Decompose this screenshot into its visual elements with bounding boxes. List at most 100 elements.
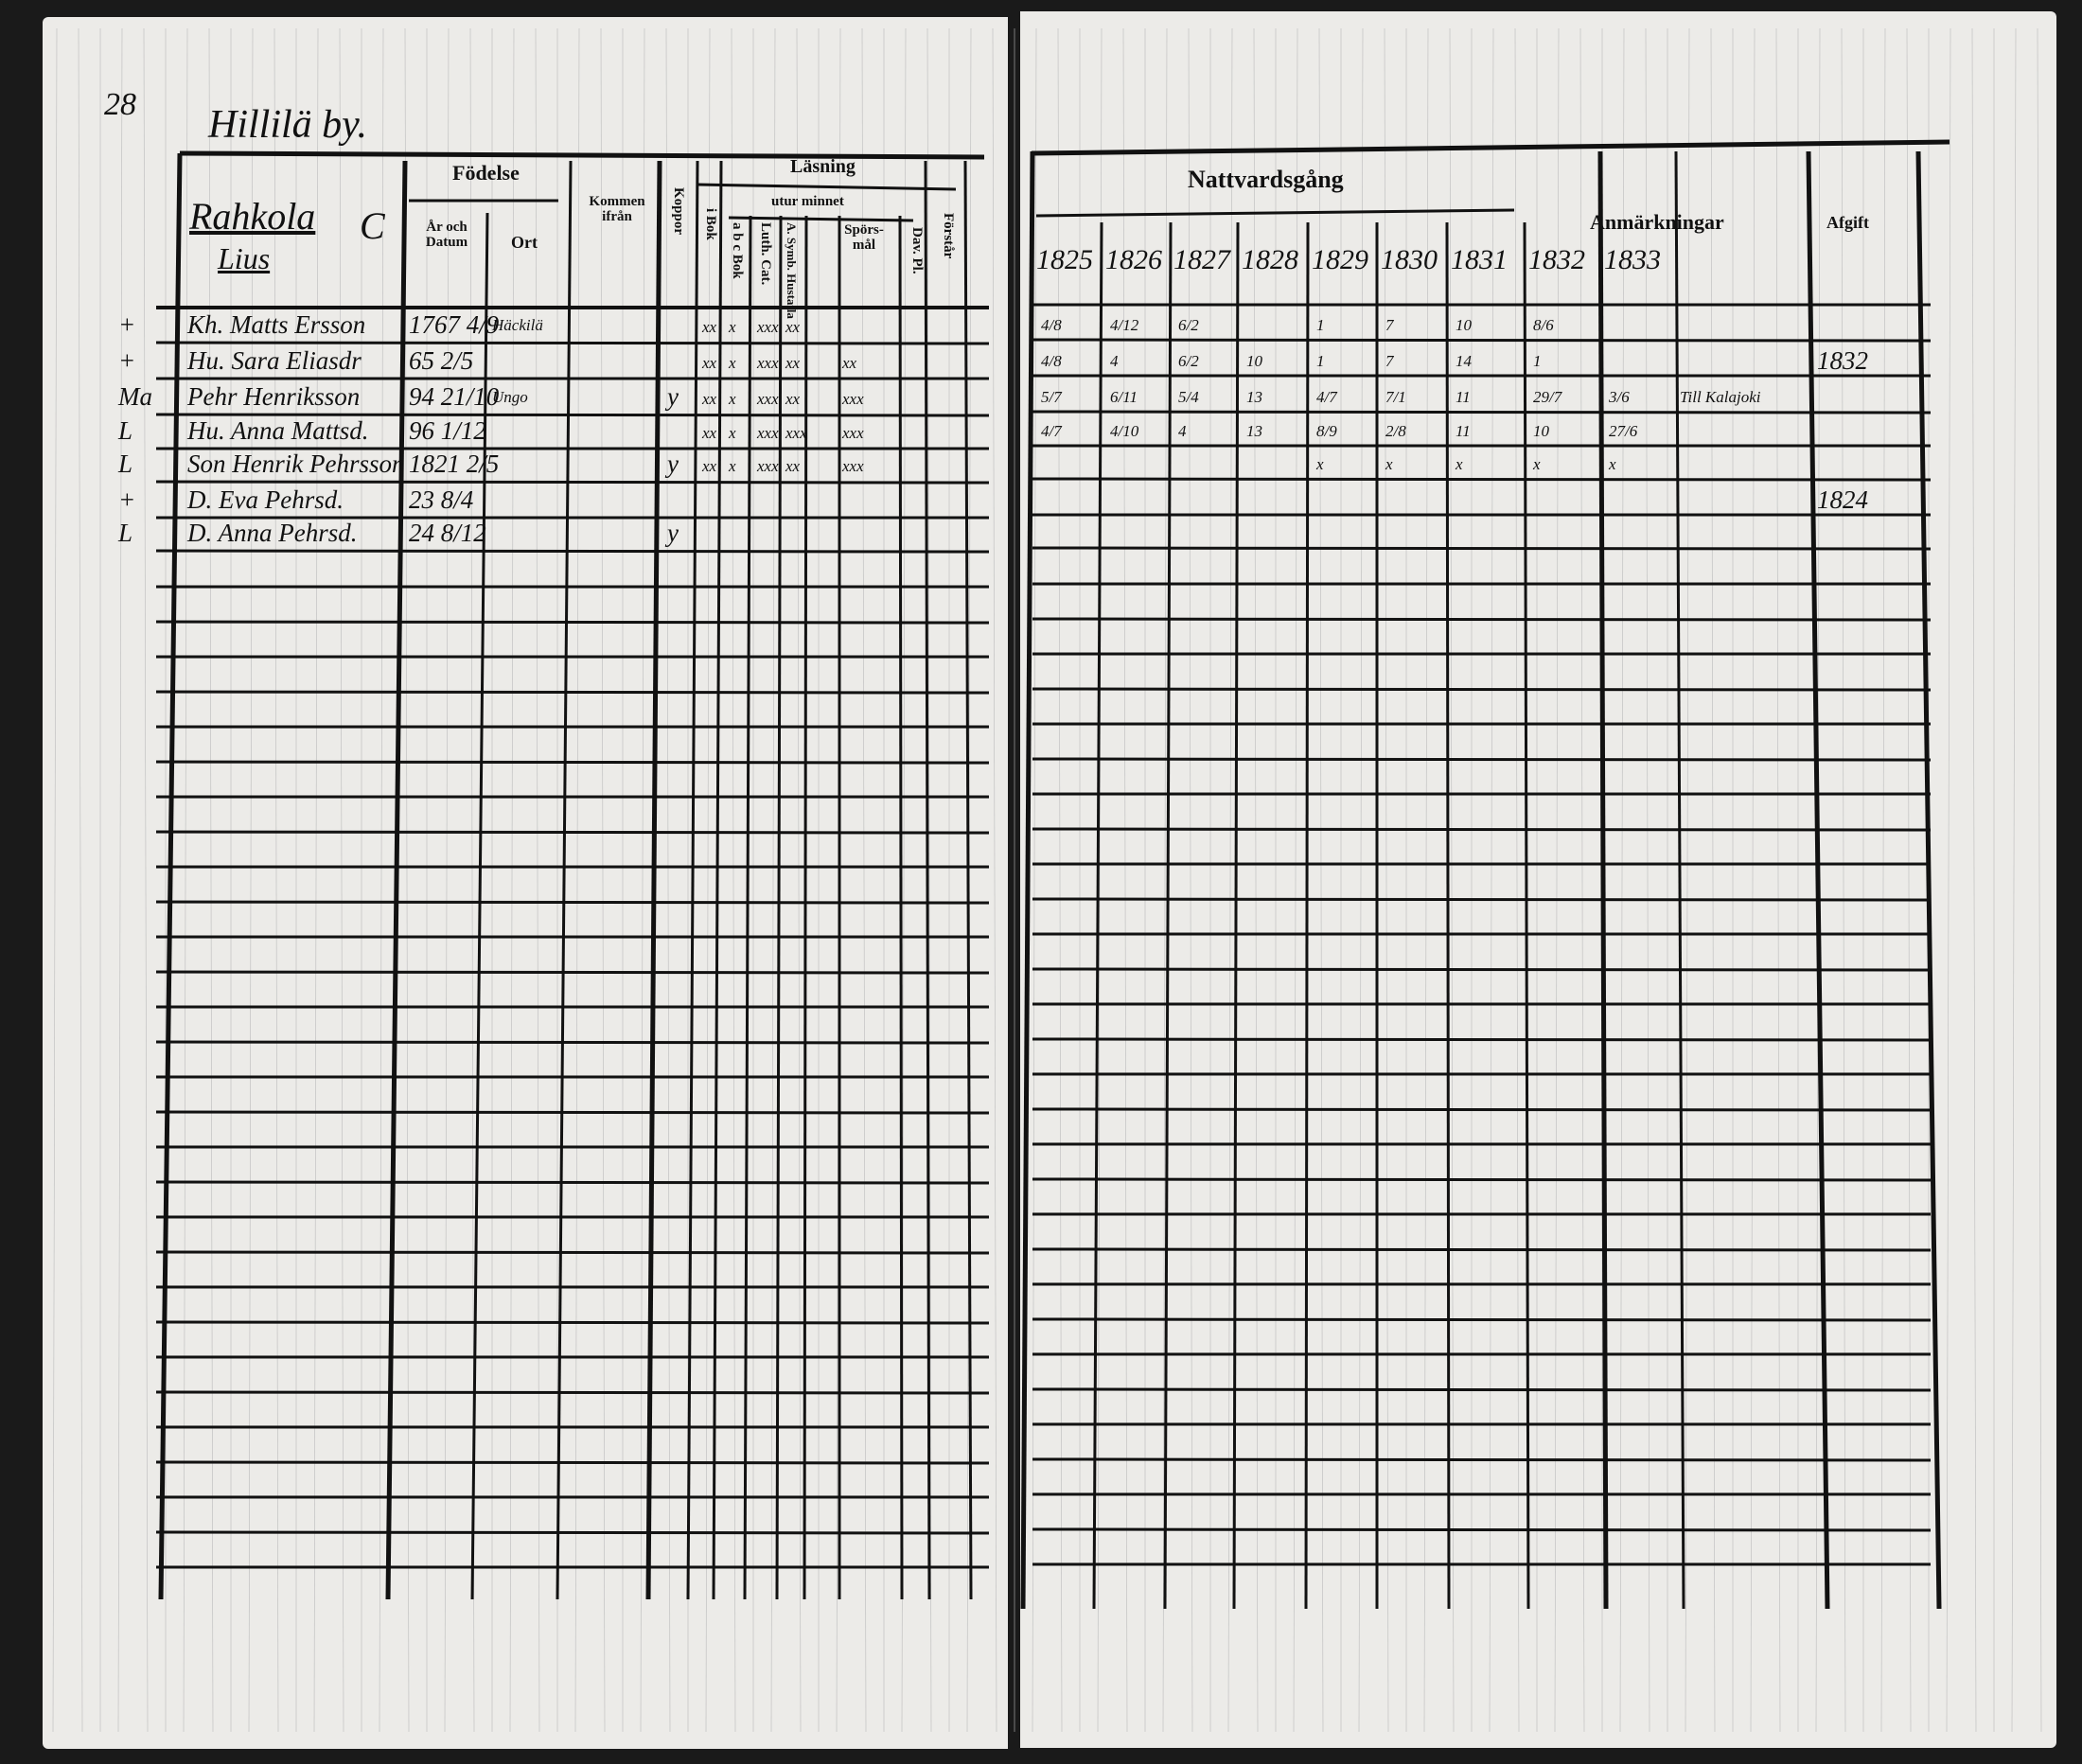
column-rule-right: [1597, 150, 1609, 1610]
row-communion-entry: 13: [1246, 388, 1262, 406]
paper-streak: [770, 27, 776, 1733]
column-rule: [963, 160, 973, 1600]
header-abc-bok: a b c Bok: [730, 222, 745, 279]
row-communion-entry: 2/8: [1385, 422, 1406, 440]
paper-streak: [1750, 27, 1756, 1733]
row-rule-right: [1032, 477, 1932, 482]
row-rule-right: [1032, 410, 1932, 415]
paper-streak: [1906, 27, 1912, 1733]
year-header: 1830: [1381, 244, 1438, 275]
paper-streak: [1880, 27, 1886, 1733]
row-reading-mark: xx: [702, 424, 717, 442]
header-anmarkningar: Anmärkningar: [1590, 210, 1724, 234]
row-reading-mark: xxx: [842, 457, 864, 475]
year-header: 1827: [1173, 244, 1230, 275]
row-name: Kh. Matts Ersson: [187, 310, 366, 339]
row-communion-entry: 1: [1316, 316, 1325, 334]
paper-streak: [640, 27, 645, 1733]
year-header: 1829: [1312, 244, 1368, 275]
row-remark: Till Kalajoki: [1680, 388, 1761, 406]
paper-streak: [1318, 27, 1324, 1733]
row-reading-mark: xx: [785, 354, 801, 372]
row-communion-entry: 6/2: [1178, 352, 1199, 370]
paper-streak: [2037, 27, 2042, 1733]
row-rule-right: [1032, 1527, 1932, 1532]
row-reading-mark: xx: [842, 354, 857, 372]
row-rule: [155, 480, 990, 485]
paper-streak: [796, 27, 802, 1733]
paper-streak: [2011, 27, 2017, 1733]
row-reading-mark: xxx: [757, 424, 779, 442]
row-margin-mark: +: [118, 346, 136, 375]
row-communion-entry: 6/11: [1110, 388, 1138, 406]
row-reading-mark: x: [729, 318, 736, 336]
row-communion-entry: 29/7: [1533, 388, 1562, 406]
row-rule-right: [1032, 546, 1932, 551]
row-rule: [155, 1530, 990, 1535]
row-communion-entry: 10: [1246, 352, 1262, 370]
row-margin-mark: +: [118, 310, 136, 339]
row-communion-entry: x: [1316, 455, 1324, 473]
row-communion-entry: 7: [1385, 316, 1394, 334]
row-communion-entry: x: [1533, 455, 1541, 473]
row-rule: [155, 620, 990, 625]
header-nattvardsgang: Nattvardsgång: [1188, 166, 1344, 193]
paper-streak: [379, 27, 384, 1733]
row-name: D. Eva Pehrsd.: [187, 485, 344, 514]
column-rule-right: [1806, 150, 1830, 1610]
row-communion-entry: 5/4: [1178, 388, 1199, 406]
row-reading-mark: xx: [785, 318, 801, 336]
row-birth-date: 96 1/12: [409, 416, 486, 445]
row-rule-right: [1032, 967, 1932, 972]
paper-streak: [1384, 27, 1389, 1733]
header-fodelse: Födelse: [452, 161, 520, 185]
row-reading-mark: xxx: [757, 457, 779, 475]
row-communion-entry: x: [1609, 455, 1616, 473]
row-rule: [155, 341, 990, 345]
header-kommen-ifran: Kommen ifrån: [589, 194, 645, 224]
row-afgift: 1824: [1817, 485, 1868, 514]
row-reading-mark: xx: [785, 390, 801, 408]
paper-streak: [1971, 27, 1977, 1733]
row-communion-entry: 1: [1533, 352, 1542, 370]
row-margin-mark: L: [118, 450, 133, 478]
household-name: Rahkola: [189, 195, 316, 238]
row-communion-entry: 11: [1456, 388, 1471, 406]
column-rule: [712, 160, 723, 1600]
paper-streak: [1710, 27, 1716, 1733]
row-rule: [155, 1460, 990, 1465]
row-rule-right: [1032, 1247, 1932, 1252]
row-reading-mark: xxx: [785, 424, 807, 442]
row-reading-mark: xxx: [757, 354, 779, 372]
column-rule-right: [1523, 221, 1530, 1610]
header-luth-cat: Luth. Cat.: [758, 222, 773, 286]
paper-streak: [208, 27, 214, 1733]
row-rule-right: [1032, 827, 1932, 832]
row-birth-date: 1767 4/9: [409, 310, 500, 339]
row-reading-mark: xxx: [757, 390, 779, 408]
row-communion-entry: 4/12: [1110, 316, 1139, 334]
row-birth-date: 1821 2/5: [409, 450, 500, 478]
row-birth-date: 23 8/4: [409, 485, 474, 514]
household-mark: C: [360, 204, 385, 247]
paper-streak: [1188, 27, 1193, 1733]
row-reading-mark: xxx: [842, 390, 864, 408]
paper-streak: [1514, 27, 1520, 1733]
header-a-symb-hustafla: A. Symb. Hustafla: [785, 222, 799, 319]
year-header: 1831: [1451, 244, 1508, 275]
row-rule: [155, 549, 990, 554]
paper-streak: [1423, 27, 1429, 1733]
row-rule: [155, 1250, 990, 1255]
paper-streak: [509, 27, 515, 1733]
row-rule: [155, 1320, 990, 1325]
row-rule: [155, 970, 990, 975]
header-dav-pl: Dav. Pl.: [909, 227, 925, 274]
row-communion-entry: 7/1: [1385, 388, 1406, 406]
paper-streak: [404, 27, 410, 1733]
lasning-rule: [697, 183, 957, 191]
row-rule: [155, 1390, 990, 1395]
header-utur-minnet: utur minnet: [771, 194, 844, 209]
row-birth-place: Häckilä: [492, 316, 543, 334]
paper-streak: [1685, 27, 1690, 1733]
